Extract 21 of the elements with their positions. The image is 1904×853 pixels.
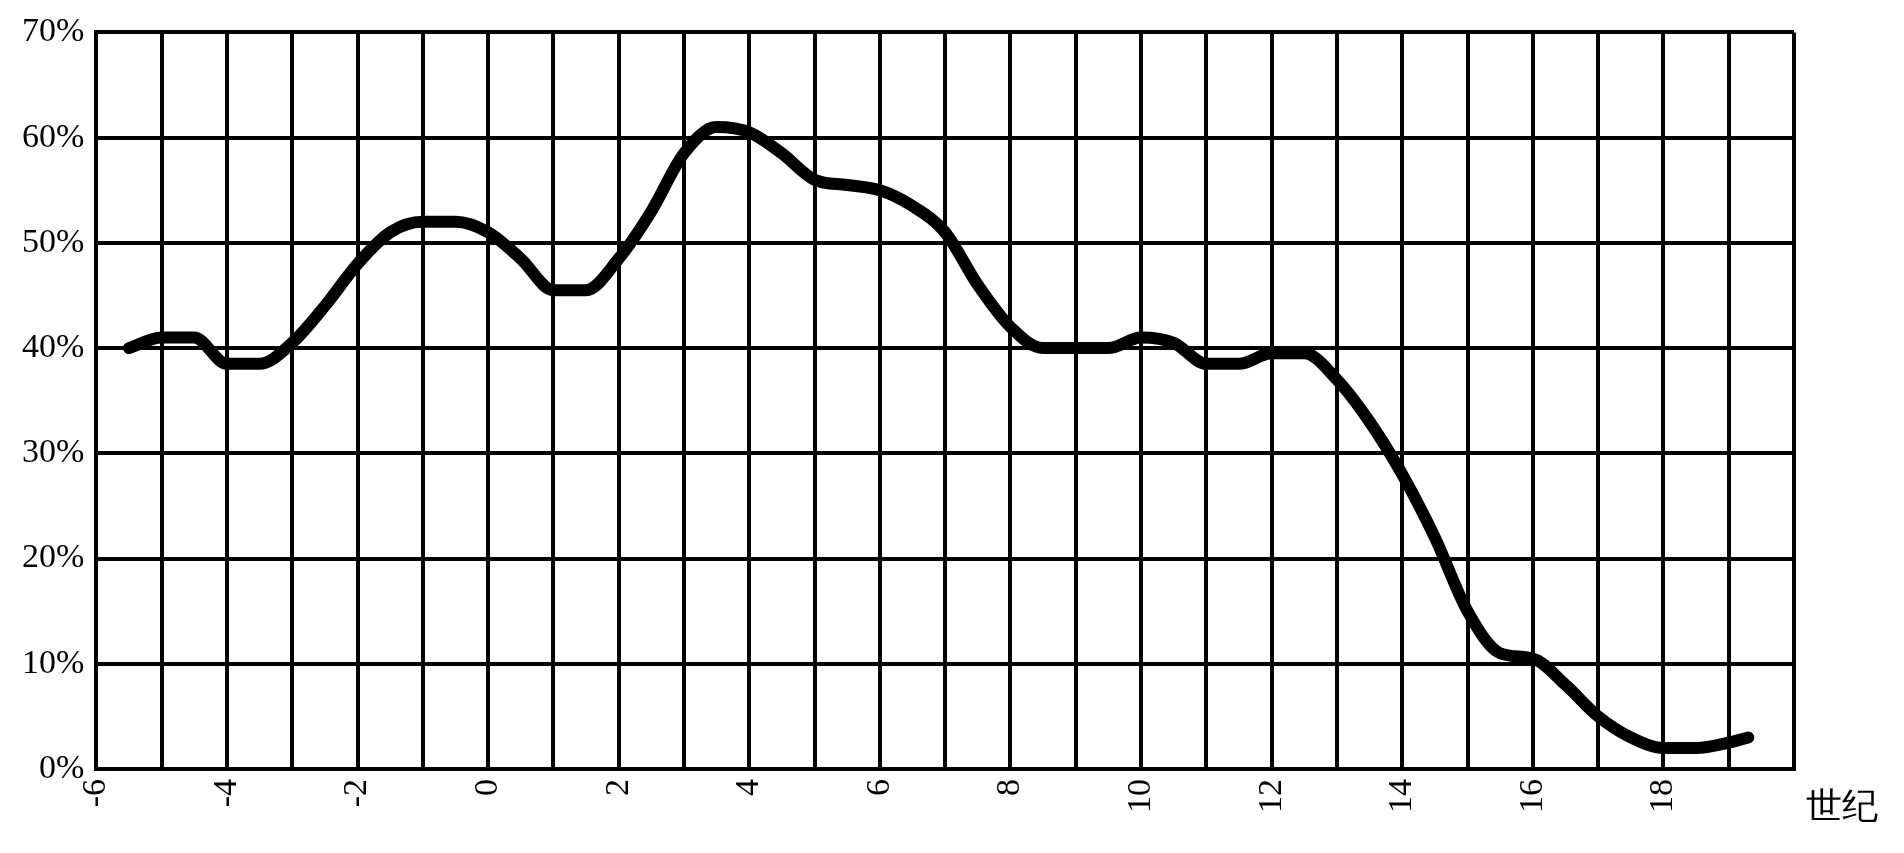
x-tick-label: 4	[728, 779, 766, 796]
y-tick-label: 60%	[21, 116, 85, 154]
y-tick-label: 50%	[21, 221, 85, 259]
y-tick-label: 70%	[21, 11, 85, 49]
x-tick-label: -6	[75, 779, 113, 808]
x-tick-label: 8	[989, 779, 1027, 796]
y-tick-label: 30%	[21, 432, 85, 470]
x-tick-label: 16	[1511, 779, 1549, 813]
x-tick-label: 14	[1381, 779, 1419, 813]
y-tick-label: 40%	[21, 327, 85, 365]
y-tick-label: 10%	[21, 642, 85, 680]
x-tick-label: 10	[1119, 779, 1157, 813]
x-axis-title: 世纪	[1806, 786, 1878, 827]
x-tick-label: 6	[858, 779, 896, 796]
y-tick-label: 20%	[21, 537, 85, 575]
x-tick-label: 2	[597, 779, 635, 796]
x-tick-label: 18	[1642, 779, 1680, 813]
x-tick-label: 0	[467, 779, 505, 796]
x-tick-label: -4	[205, 779, 243, 808]
x-tick-label: 12	[1250, 779, 1288, 813]
x-tick-label: -2	[336, 779, 374, 808]
